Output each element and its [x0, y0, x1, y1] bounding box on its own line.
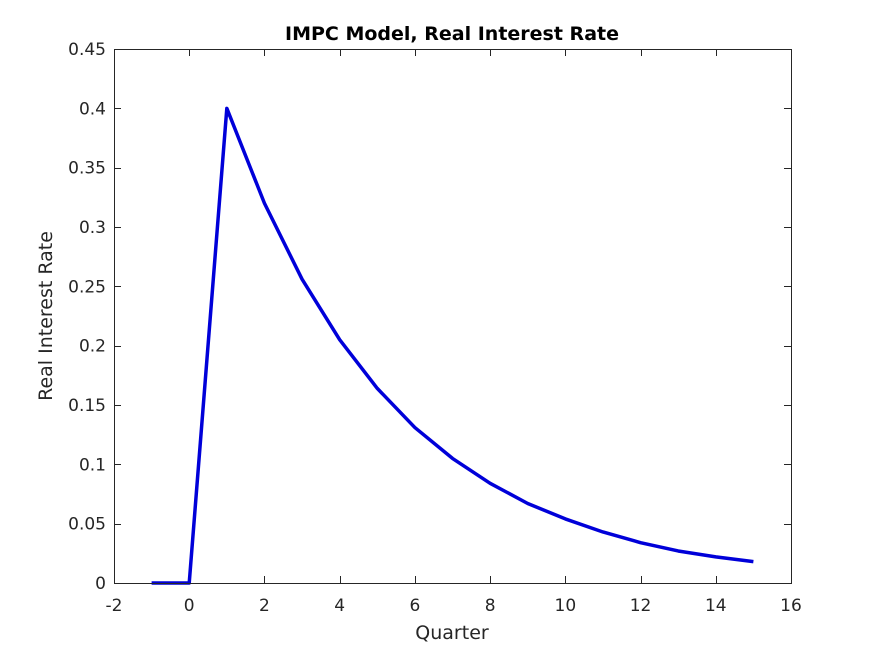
y-tick-label: 0.3 [79, 218, 106, 238]
y-tick-label: 0 [95, 574, 106, 594]
plot-frame [114, 49, 792, 584]
x-tick-label: 10 [555, 596, 577, 616]
y-tick-label: 0.2 [79, 337, 106, 357]
x-tick-label: 6 [409, 596, 420, 616]
y-tick-label: 0.05 [68, 515, 106, 535]
y-axis-label: Real Interest Rate [35, 231, 57, 401]
x-tick-label: 16 [780, 596, 802, 616]
x-tick-label: -2 [106, 596, 123, 616]
x-tick-label: 14 [705, 596, 727, 616]
y-tick-label: 0.1 [79, 455, 106, 475]
x-tick-label: 8 [485, 596, 496, 616]
plot-background [114, 49, 791, 583]
y-tick-label: 0.45 [68, 40, 106, 60]
series-line [151, 106, 754, 585]
x-tick-label: 12 [630, 596, 652, 616]
x-axis-label: Quarter [415, 622, 489, 644]
y-tick-label: 0.15 [68, 396, 106, 416]
x-tick-label: 2 [259, 596, 270, 616]
x-tick-label: 4 [334, 596, 345, 616]
y-tick-label: 0.25 [68, 277, 106, 297]
chart-title: IMPC Model, Real Interest Rate [285, 23, 619, 45]
y-tick-labels: 0 0.05 0.1 0.15 0.2 0.25 0.3 0.35 0.4 0.45 [68, 40, 106, 594]
x-tick-labels: -2 0 2 4 6 8 10 12 14 16 [106, 596, 802, 616]
y-tick-label: 0.4 [79, 99, 106, 119]
series-layer [151, 106, 754, 585]
x-tick-label: 0 [184, 596, 195, 616]
y-tick-label: 0.35 [68, 159, 106, 179]
